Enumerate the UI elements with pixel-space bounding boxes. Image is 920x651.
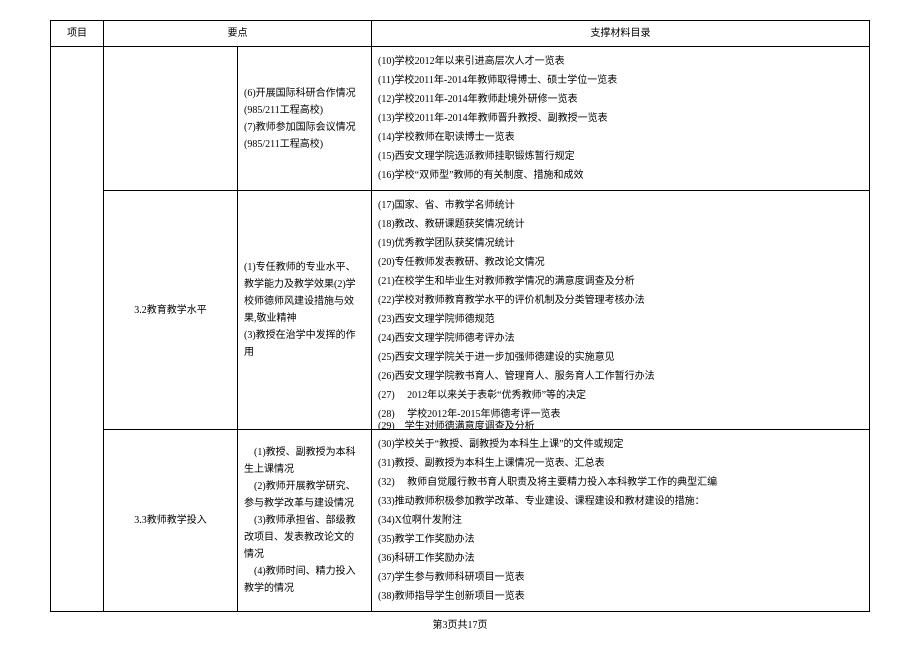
material-item: (23)西安文理学院师德规范 [378, 311, 863, 328]
material-item: (29) 学生对师德满意度调查及分析 [378, 418, 535, 430]
material-item: (18)教改、教研课题获奖情况统计 [378, 216, 863, 233]
material-item: (34)X位啊什发附注 [378, 512, 863, 529]
material-item: (36)科研工作奖励办法 [378, 550, 863, 567]
materials-cell-3: (30)学校关于“教授、副教授为本科生上课”的文件或规定 (31)教授、副教授为… [372, 430, 870, 612]
points-cell-1: (6)开展国际科研合作情况(985/211工程高校) (7)教师参加国际会议情况… [238, 47, 372, 191]
material-item: (33)推动教师积极参加教学改革、专业建设、课程建设和教材建设的措施： [378, 493, 863, 510]
point-item: (3)教授在治学中发挥的作用 [244, 327, 365, 361]
page-footer: 第3页共17页 [50, 616, 870, 631]
material-item: (32) 教师自觉履行教书育人职责及将主要精力投入本科教学工作的典型汇编 [378, 474, 863, 491]
material-item: (35)教学工作奖励办法 [378, 531, 863, 548]
materials-cell-1: (10)学校2012年以来引进高层次人才一览表 (11)学校2011年-2014… [372, 47, 870, 191]
sub-cell-3: 3.3教师教学投入 [104, 430, 238, 612]
point-item: (4)教师时间、精力投入教学的情况 [244, 563, 365, 597]
point-item: 情况 [244, 546, 365, 563]
sub-cell-2: 3.2教育教学水平 [104, 191, 238, 430]
material-item: (38)教师指导学生创新项目一览表 [378, 588, 863, 605]
project-cell [51, 47, 104, 612]
material-item: (30)学校关于“教授、副教授为本科生上课”的文件或规定 [378, 436, 863, 453]
material-item: (10)学校2012年以来引进高层次人才一览表 [378, 53, 863, 70]
header-materials: 支撑材料目录 [372, 21, 870, 47]
table-row: 3.2教育教学水平 (1)专任教师的专业水平、教学能力及教学效果(2)学校师德师… [51, 191, 870, 430]
material-item: (13)学校2011年-2014年教师晋升教授、副教授一览表 [378, 110, 863, 127]
material-item: (24)西安文理学院师德考评办法 [378, 330, 863, 347]
material-item: (37)学生参与教师科研项目一览表 [378, 569, 863, 586]
material-item: (14)学校教师在职读博士一览表 [378, 129, 863, 146]
header-row: 项目 要点 支撑材料目录 [51, 21, 870, 47]
table-row: 3.3教师教学投入 (1)教授、副教授为本科生上课情况 (2)教师开展教学研究、… [51, 430, 870, 612]
material-item: (12)学校2011年-2014年教师赴境外研修一览表 [378, 91, 863, 108]
point-item: (3)教师承担省、部级教改项目、发表教改论文的 [244, 512, 365, 546]
material-item: (26)西安文理学院教书育人、管理育人、服务育人工作暂行办法 [378, 368, 863, 385]
header-points: 要点 [104, 21, 372, 47]
material-item: (17)国家、省、市教学名师统计 [378, 197, 863, 214]
document-table: 项目 要点 支撑材料目录 (6)开展国际科研合作情况(985/211工程高校) … [50, 20, 870, 612]
materials-cell-2: (17)国家、省、市教学名师统计 (18)教改、教研课题获奖情况统计 (19)优… [372, 191, 870, 430]
material-item: (22)学校对教师教育教学水平的评价机制及分类管理考核办法 [378, 292, 863, 309]
point-item: (1)教授、副教授为本科生上课情况 [244, 444, 365, 478]
material-item: (27) 2012年以来关于表彰“优秀教师”等的决定 [378, 387, 863, 404]
point-item: (7)教师参加国际会议情况(985/211工程高校) [244, 119, 365, 153]
material-item: (15)西安文理学院选派教师挂职锻炼暂行规定 [378, 148, 863, 165]
material-item: (16)学校“双师型”教师的有关制度、措施和成效 [378, 167, 863, 184]
material-item: (11)学校2011年-2014年教师取得博士、硕士学位一览表 [378, 72, 863, 89]
header-project: 项目 [51, 21, 104, 47]
material-item: (20)专任教师发表教研、教改论文情况 [378, 254, 863, 271]
material-item: (25)西安文理学院关于进一步加强师德建设的实施意见 [378, 349, 863, 366]
point-item: (6)开展国际科研合作情况(985/211工程高校) [244, 85, 365, 119]
points-cell-2: (1)专任教师的专业水平、教学能力及教学效果(2)学校师德师风建设措施与效果,敬… [238, 191, 372, 430]
material-item: (19)优秀教学团队获奖情况统计 [378, 235, 863, 252]
points-cell-3: (1)教授、副教授为本科生上课情况 (2)教师开展教学研究、参与教学改革与建设情… [238, 430, 372, 612]
point-item: (1)专任教师的专业水平、教学能力及教学效果(2)学校师德师风建设措施与效果,敬… [244, 259, 365, 327]
material-item: (21)在校学生和毕业生对教师教学情况的满意度调查及分析 [378, 273, 863, 290]
material-item: (31)教授、副教授为本科生上课情况一览表、汇总表 [378, 455, 863, 472]
sub-cell-1 [104, 47, 238, 191]
point-item: (2)教师开展教学研究、参与教学改革与建设情况 [244, 478, 365, 512]
table-row: (6)开展国际科研合作情况(985/211工程高校) (7)教师参加国际会议情况… [51, 47, 870, 191]
